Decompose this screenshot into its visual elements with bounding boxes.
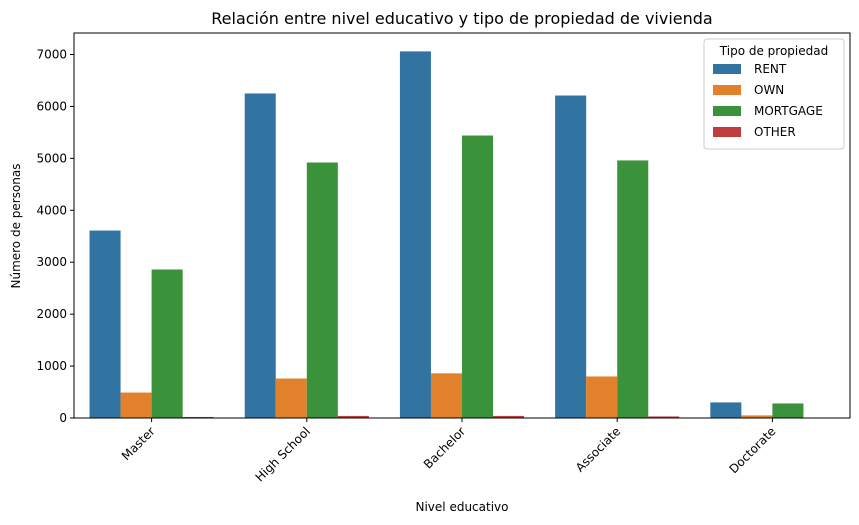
bar-other-bachelor xyxy=(493,415,525,418)
bar-own-master xyxy=(120,392,152,418)
legend-swatch-own xyxy=(713,85,741,95)
y-tick-label: 0 xyxy=(59,411,67,425)
legend-label-rent: RENT xyxy=(754,62,787,76)
bar-rent-doctorate xyxy=(710,402,742,418)
chart-title: Relación entre nivel educativo y tipo de… xyxy=(211,9,712,28)
y-tick-label: 1000 xyxy=(36,359,67,373)
x-tick-label: Associate xyxy=(573,424,624,475)
legend-swatch-other xyxy=(713,127,741,137)
legend-swatch-rent xyxy=(713,64,741,74)
x-tick-label: Master xyxy=(119,424,158,463)
x-axis: Master High School Bachelor Associate Doctor… xyxy=(119,418,779,484)
bar-mortgage-associate xyxy=(617,160,649,418)
x-tick-label: High School xyxy=(253,424,313,484)
bar-mortgage-bachelor xyxy=(462,135,494,418)
bar-own-doctorate xyxy=(741,415,773,418)
y-tick-label: 4000 xyxy=(36,203,67,217)
plot-area xyxy=(89,51,835,419)
legend-label-mortgage: MORTGAGE xyxy=(754,104,823,118)
bar-mortgage-doctorate xyxy=(772,403,804,418)
y-axis: 0 1000 2000 3000 4000 5000 6000 7000 xyxy=(36,47,74,425)
bar-other-associate xyxy=(648,416,680,418)
x-axis-label: Nivel educativo xyxy=(416,500,509,514)
bar-rent-associate xyxy=(555,95,587,419)
x-tick-label: Doctorate xyxy=(726,424,778,476)
bar-mortgage-master xyxy=(151,269,183,418)
y-tick-label: 3000 xyxy=(36,255,67,269)
bar-rent-bachelor xyxy=(399,51,431,419)
y-axis-label: Número de personas xyxy=(9,163,23,288)
bar-rent-high-school xyxy=(244,93,276,419)
x-tick-label: Bachelor xyxy=(421,424,468,471)
legend: Tipo de propiedad RENT OWN MORTGAGE OTHER xyxy=(703,38,845,150)
legend-label-own: OWN xyxy=(754,83,784,97)
bar-mortgage-high-school xyxy=(306,162,338,418)
y-tick-label: 2000 xyxy=(36,307,67,321)
bar-rent-master xyxy=(89,230,121,418)
legend-label-other: OTHER xyxy=(754,125,796,139)
legend-swatch-mortgage xyxy=(713,106,741,116)
bar-other-high-school xyxy=(337,415,369,418)
legend-title: Tipo de propiedad xyxy=(719,44,828,58)
y-tick-label: 7000 xyxy=(36,47,67,61)
y-tick-label: 6000 xyxy=(36,99,67,113)
y-tick-label: 5000 xyxy=(36,151,67,165)
bar-other-master xyxy=(182,416,214,418)
bar-own-bachelor xyxy=(430,373,462,418)
bar-own-associate xyxy=(586,376,618,418)
bar-own-high-school xyxy=(275,378,307,418)
